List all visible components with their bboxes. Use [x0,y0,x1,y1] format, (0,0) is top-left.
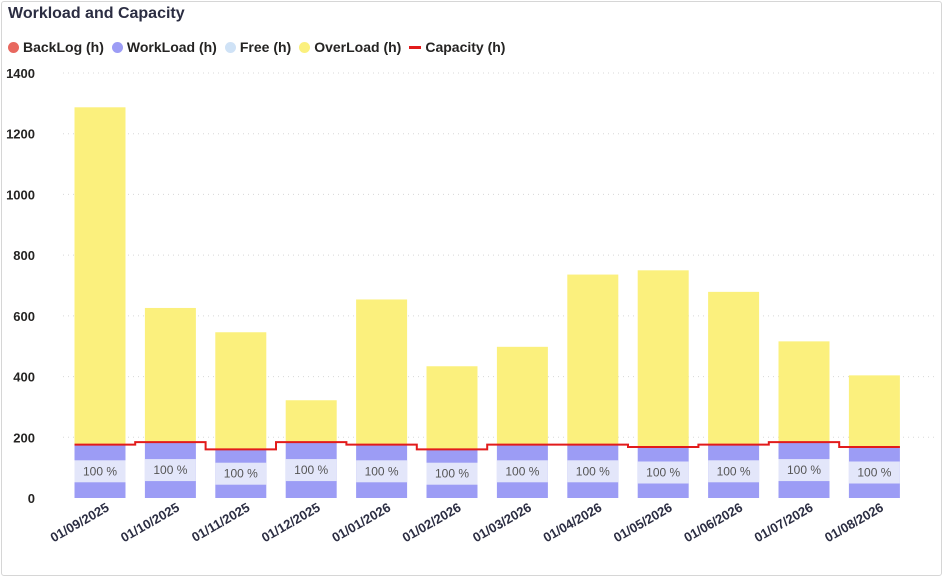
data-label-box [74,460,126,483]
legend-line-marker [409,45,422,49]
x-tick-label: 01/12/2025 [259,500,323,546]
chart-legend: BackLog (h) WorkLoad (h) Free (h) OverLoad … [8,39,513,55]
legend-label: BackLog (h) [23,39,104,55]
capacity-line-layer [74,441,900,451]
y-tick-label: 800 [13,248,35,263]
data-label-box [144,459,196,482]
data-label: 100 % [787,463,821,477]
data-labels-layer: 100 % 100 % 100 % 100 % 100 % 100 % 100 % 100 %… [74,459,900,485]
overload-bar[interactable] [778,341,830,443]
data-label: 100 % [365,464,399,478]
data-label: 100 % [717,464,751,478]
data-label-box [708,460,760,483]
y-tick-label: 0 [28,491,35,506]
data-label: 100 % [505,464,539,478]
x-axis-ticks: 01/09/2025 01/10/2025 01/11/2025 01/12/2025… [48,500,886,546]
data-label-box [778,459,830,482]
legend-item[interactable]: WorkLoad (h) [111,39,217,55]
legend-label: OverLoad (h) [314,39,402,55]
data-label-box [215,462,267,485]
data-label: 100 % [294,463,328,477]
legend-dot-marker [111,41,123,53]
capacity-line[interactable] [74,441,900,451]
legend-dot-marker [8,41,19,53]
data-label-box [356,460,408,483]
legend-label: WorkLoad (h) [126,39,217,55]
y-axis-ticks: 0 200 400 600 800 1000 1200 1400 [6,66,35,506]
data-label-box [637,461,689,484]
legend-item[interactable]: OverLoad (h) [299,39,401,55]
bars-layer [74,107,900,498]
overload-bar[interactable] [496,346,548,445]
legend-item[interactable]: Free (h) [224,39,292,55]
data-label: 100 % [153,463,187,477]
legend-dot-marker [299,41,311,53]
overload-bar[interactable] [708,291,760,445]
x-tick-label: 01/06/2026 [681,500,745,546]
overload-bar[interactable] [356,299,408,445]
data-label: 100 % [646,466,680,480]
overload-bar[interactable] [426,366,478,450]
overload-bar[interactable] [215,332,267,450]
chart-title: Workload and Capacity [8,5,185,22]
y-tick-label: 1000 [6,187,35,202]
legend-label: Free (h) [239,39,292,55]
x-tick-label: 01/10/2025 [118,500,182,546]
x-tick-label: 01/02/2026 [400,500,464,546]
data-label: 100 % [857,466,891,480]
x-tick-label: 01/08/2026 [822,500,886,546]
y-tick-label: 1200 [6,127,35,142]
x-tick-label: 01/01/2026 [329,500,393,546]
legend-dot-marker [224,41,236,53]
x-tick-label: 01/05/2026 [611,500,675,546]
data-label: 100 % [224,467,258,481]
data-label-box [426,462,478,485]
data-label: 100 % [576,464,610,478]
legend-item[interactable]: Capacity (h) [409,39,505,55]
legend-item[interactable]: BackLog (h) [8,39,104,55]
overload-bar[interactable] [567,274,619,445]
x-tick-label: 01/09/2025 [48,500,112,546]
data-label-box [567,460,619,483]
x-tick-label: 01/11/2025 [189,500,252,545]
data-label-box [848,461,900,484]
overload-bar[interactable] [74,107,126,445]
x-tick-label: 01/04/2026 [540,500,604,546]
data-label-box [285,459,337,482]
data-label: 100 % [435,467,469,481]
y-tick-label: 600 [13,309,35,324]
y-tick-label: 400 [13,370,35,385]
y-tick-label: 200 [13,430,35,445]
overload-bar[interactable] [848,375,900,447]
overload-bar[interactable] [144,307,196,443]
overload-bar[interactable] [285,400,337,443]
y-tick-label: 1400 [6,66,35,81]
x-tick-label: 01/07/2026 [752,500,816,546]
grid-lines [63,72,935,438]
overload-bar[interactable] [637,270,689,447]
x-tick-label: 01/03/2026 [470,500,534,546]
data-label: 100 % [83,464,117,478]
legend-label: Capacity (h) [425,39,506,55]
data-label-box [496,460,548,483]
